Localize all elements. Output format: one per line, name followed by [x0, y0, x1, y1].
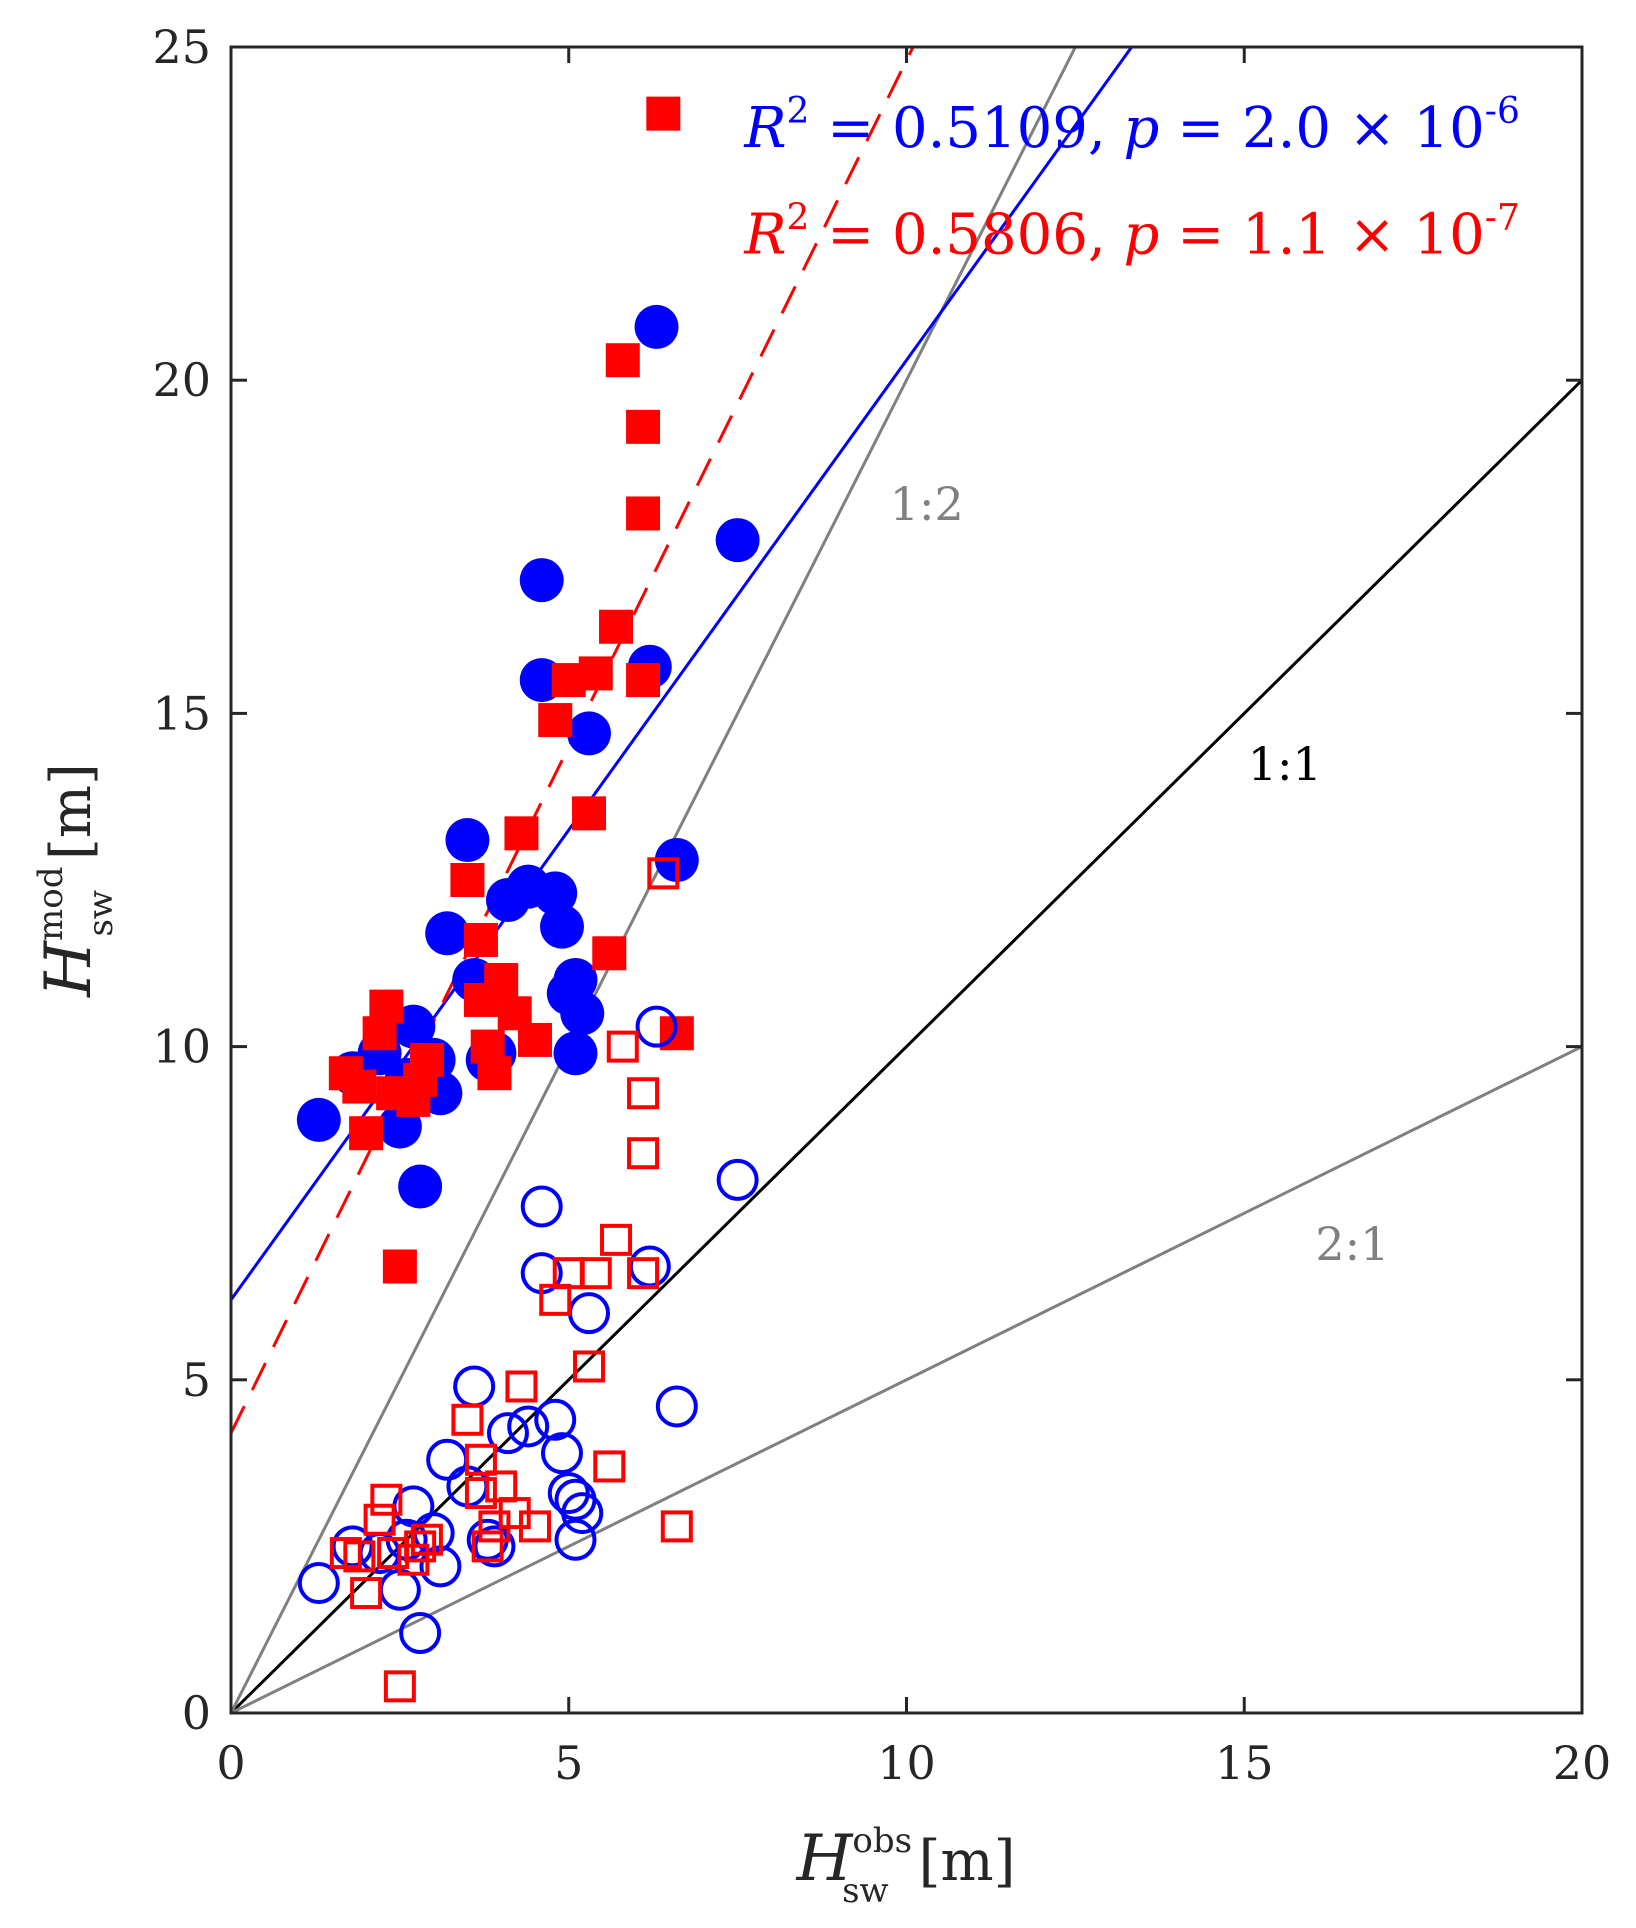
red-filled-squares-point — [592, 936, 627, 971]
y-tick-label: 0 — [182, 1686, 211, 1740]
red-filled-squares-point — [450, 863, 485, 897]
reference-line-labels: 1:1 1:2 2:1 — [890, 477, 1390, 1271]
red-open-squares-point — [627, 1257, 660, 1290]
red-open-squares-point — [464, 1443, 497, 1476]
red-open-squares-point — [573, 1350, 606, 1383]
red-open-squares-point — [410, 1523, 443, 1556]
y-tick-label: 10 — [152, 1020, 211, 1074]
red-filled-squares-point — [599, 609, 634, 644]
red-filled-squares-point — [484, 962, 519, 997]
red-open-squares-point — [518, 1510, 551, 1543]
red-open-squares-point — [464, 1477, 497, 1510]
y-tick-label: 5 — [182, 1353, 211, 1407]
x-tick-label: 20 — [1553, 1736, 1612, 1790]
red-filled-squares-point — [349, 1116, 384, 1151]
blue-open-circles-point — [635, 1005, 678, 1048]
blue-filled-circles-point — [445, 818, 490, 863]
red-filled-squares-point — [369, 989, 404, 1024]
blue-open-circles-point — [716, 1158, 759, 1201]
red-open-squares-point — [350, 1577, 383, 1610]
red-open-squares-point — [370, 1483, 403, 1516]
blue-filled-circles-point — [567, 711, 612, 756]
red-filled-squares-point — [504, 816, 539, 851]
blue-filled-circles-point — [553, 957, 598, 1002]
red-open-squares-point — [383, 1670, 416, 1703]
blue-filled-circles-point — [539, 904, 584, 949]
red-open-squares-point — [363, 1503, 396, 1536]
blue-filled-circles-point — [519, 558, 564, 603]
red-open-squares-point — [606, 1030, 639, 1063]
red-open-squares-point — [660, 1510, 693, 1543]
red-filled-squares-point — [409, 1042, 444, 1077]
x-tick-label: 15 — [1215, 1736, 1274, 1790]
x-tick-label: 5 — [554, 1736, 583, 1790]
x-tick-label: 0 — [216, 1736, 245, 1790]
red-open-squares-point — [404, 1530, 437, 1563]
red-open-squares-point — [593, 1450, 626, 1483]
blue-filled-circles-point — [425, 911, 470, 956]
y-tick-label: 15 — [152, 686, 211, 740]
fit-annotation-0: R2 = 0.5109, p = 2.0 × 10-6 — [743, 91, 1519, 161]
y-tick-label: 20 — [152, 353, 211, 407]
reference-line-1-1 — [231, 379, 1582, 1713]
red-open-squares-point — [505, 1370, 538, 1403]
blue-filled-circles-point — [296, 1097, 341, 1142]
blue-filled-circles-point — [560, 991, 605, 1036]
red-filled-squares-point — [578, 656, 613, 691]
blue-filled-circles-point — [533, 871, 578, 916]
axis-ticks: 0 5 10 15 20 0 5 10 15 20 25 — [152, 20, 1611, 1790]
blue-open-circles-point — [297, 1562, 340, 1605]
red-filled-squares-point — [572, 796, 607, 831]
red-filled-squares-point — [626, 496, 661, 531]
reference-line-2-1 — [231, 1045, 1582, 1713]
reference-label-1-2: 1:2 — [890, 477, 964, 531]
reference-label-1-1: 1:1 — [1248, 737, 1322, 791]
blue-open-circles-point — [399, 1612, 442, 1655]
red-open-squares-point — [343, 1540, 376, 1573]
fit-annotations: R2 = 0.5109, p = 2.0 × 10-6 R2 = 0.5806, … — [743, 91, 1519, 268]
blue-filled-circles-point — [553, 1031, 598, 1076]
red-filled-squares-point — [342, 1069, 377, 1104]
blue-filled-circles-point — [634, 304, 679, 349]
data-points — [296, 96, 760, 1703]
red-filled-squares-point — [538, 703, 573, 738]
reference-line-1-2 — [231, 47, 1078, 1713]
red-open-squares-point — [451, 1403, 484, 1436]
red-filled-squares-point — [646, 96, 681, 131]
blue-open-circles-point — [507, 1405, 550, 1448]
fit-annotation-1: R2 = 0.5806, p = 1.1 × 10-7 — [743, 198, 1519, 268]
red-filled-squares-point — [605, 343, 640, 378]
red-open-squares-point — [471, 1530, 504, 1563]
blue-filled-circles-point — [715, 518, 760, 563]
y-axis-label-group: Hmod sw[m] — [31, 763, 121, 998]
blue-filled-circles-point — [398, 1164, 443, 1209]
red-open-squares-point — [647, 857, 680, 890]
blue-open-circles-point — [486, 1412, 529, 1455]
red-filled-squares-point — [517, 1022, 552, 1057]
blue-open-circles-point — [534, 1398, 577, 1441]
red-filled-squares-point — [477, 1056, 512, 1091]
red-filled-squares-point — [626, 409, 661, 444]
x-axis-label: Hobs sw [m] — [796, 1821, 1016, 1911]
x-tick-label: 10 — [877, 1736, 936, 1790]
blue-open-circles-point — [540, 1432, 583, 1475]
red-open-squares-series — [329, 857, 693, 1703]
red-open-squares-point — [579, 1257, 612, 1290]
red-filled-squares-point — [626, 663, 661, 698]
reference-label-2-1: 2:1 — [1315, 1217, 1389, 1271]
blue-open-circles-point — [561, 1492, 604, 1535]
red-open-squares-point — [627, 1077, 660, 1110]
blue-open-circles-point — [520, 1185, 563, 1228]
red-filled-squares-point — [463, 922, 498, 957]
plot-area — [231, 47, 1582, 1713]
y-axis-label: Hmod sw[m] — [31, 763, 121, 998]
y-tick-label: 25 — [152, 20, 211, 74]
blue-open-circles-point — [655, 1385, 698, 1428]
reference-lines — [231, 47, 1582, 1713]
red-open-squares-point — [627, 1137, 660, 1170]
red-filled-squares-series — [328, 96, 694, 1284]
red-filled-squares-point — [382, 1249, 417, 1284]
red-open-squares-point — [600, 1223, 633, 1256]
